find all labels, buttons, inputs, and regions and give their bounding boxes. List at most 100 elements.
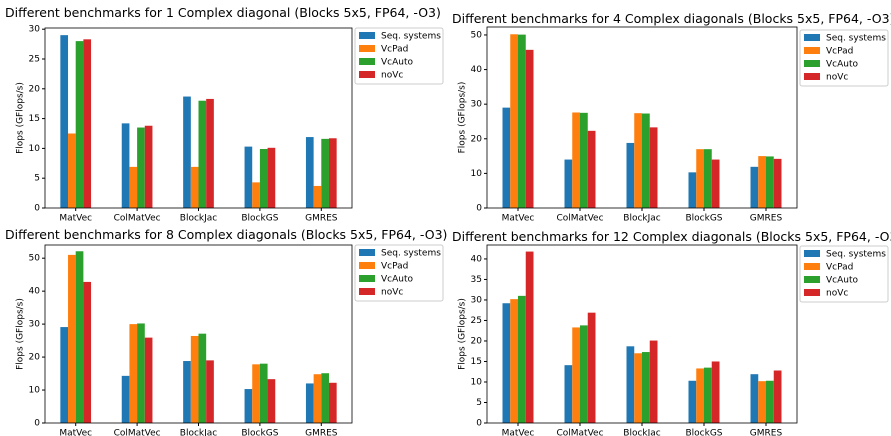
legend-label: VcAuto: [826, 60, 858, 70]
bar: [696, 149, 704, 208]
bar: [626, 346, 635, 423]
bar: [750, 374, 759, 423]
legend-swatch: [804, 73, 820, 80]
bar: [244, 389, 253, 423]
bar: [75, 41, 84, 209]
y-tick-label: 5: [476, 398, 482, 408]
bar: [321, 138, 329, 208]
chart-title: Different benchmarks for 8 Complex diago…: [5, 227, 447, 242]
chart: Different benchmarks for 4 Complex diago…: [452, 11, 891, 224]
bar: [198, 333, 207, 423]
y-tick-label: 0: [476, 204, 482, 214]
legend-box: [799, 29, 889, 87]
bar: [206, 98, 214, 208]
bar: [525, 49, 534, 208]
y-axis-label: Flops (GFlops/s): [16, 298, 26, 370]
legend-label: noVc: [381, 288, 403, 298]
x-tick-label: BlockGS: [241, 429, 278, 436]
legend-swatch: [359, 249, 375, 256]
y-tick-label: 25: [29, 54, 40, 64]
bar: [190, 335, 199, 423]
axes-frame: [486, 26, 798, 209]
bar: [206, 360, 214, 423]
y-tick-label: 25: [471, 316, 482, 326]
bar: [328, 382, 337, 423]
y-axis-label: Flops (GFlops/s): [458, 298, 468, 370]
bar: [129, 324, 138, 423]
x-tick-label: BlockJac: [180, 429, 218, 436]
y-tick-label: 20: [29, 353, 41, 363]
bar: [183, 96, 191, 208]
legend-swatch: [359, 58, 375, 65]
x-tick-label: ColMatVec: [114, 214, 161, 224]
y-tick-label: 30: [29, 25, 41, 35]
legend-label: Seq. systems: [381, 32, 441, 42]
x-tick-label: MatVec: [502, 429, 535, 436]
y-tick-label: 5: [34, 174, 40, 184]
chart: Different benchmarks for 12 Complex diag…: [452, 229, 891, 436]
legend-label: VcAuto: [381, 58, 413, 68]
y-tick-label: 50: [29, 254, 41, 264]
bar: [564, 365, 573, 423]
bar: [267, 147, 276, 208]
bar: [766, 156, 774, 208]
y-tick-label: 0: [476, 419, 482, 429]
legend-label: VcPad: [381, 262, 408, 272]
bar: [711, 159, 720, 208]
bar: [183, 361, 191, 423]
legend-swatch: [804, 250, 820, 257]
x-tick-label: BlockGS: [685, 214, 722, 224]
bar: [518, 295, 526, 423]
bar: [198, 100, 207, 208]
x-tick-label: ColMatVec: [114, 429, 161, 436]
bar: [688, 172, 697, 208]
bar: [244, 146, 253, 208]
y-tick-label: 40: [471, 65, 483, 75]
x-tick-label: GMRES: [305, 214, 338, 224]
bar: [525, 251, 534, 423]
bar: [704, 367, 712, 423]
bar: [137, 323, 145, 423]
legend-label: VcPad: [826, 263, 853, 273]
x-tick-label: BlockJac: [623, 214, 661, 224]
bar: [321, 373, 329, 423]
x-tick-label: ColMatVec: [556, 214, 603, 224]
legend-label: VcPad: [826, 47, 853, 57]
bar: [305, 383, 314, 423]
bar: [750, 166, 759, 208]
bar: [190, 166, 199, 208]
x-tick-label: MatVec: [59, 429, 92, 436]
bar: [121, 375, 130, 423]
y-tick-label: 10: [29, 386, 41, 396]
legend-label: Seq. systems: [826, 34, 886, 44]
y-tick-label: 30: [29, 320, 41, 330]
y-tick-label: 20: [471, 134, 483, 144]
bar: [510, 299, 518, 423]
legend-box: [799, 245, 889, 303]
bar: [580, 112, 588, 208]
legend-swatch: [359, 71, 375, 78]
legend-swatch: [804, 34, 820, 41]
bar: [758, 156, 766, 208]
legend-swatch: [804, 60, 820, 67]
bar: [129, 166, 138, 208]
bar: [60, 327, 69, 423]
bar: [572, 112, 580, 208]
bar: [642, 113, 650, 208]
y-tick-label: 0: [34, 204, 40, 214]
bar: [688, 380, 697, 423]
y-axis-label: Flops (GFlops/s): [458, 82, 468, 154]
y-tick-label: 15: [29, 114, 40, 124]
legend-swatch: [804, 47, 820, 54]
x-tick-label: BlockGS: [685, 429, 722, 436]
bar: [587, 130, 596, 208]
bar: [313, 374, 322, 423]
bar: [305, 137, 314, 208]
bar: [649, 127, 658, 208]
x-tick-label: MatVec: [502, 214, 535, 224]
y-tick-label: 35: [471, 275, 482, 285]
bar: [83, 281, 92, 423]
x-tick-label: BlockJac: [180, 214, 218, 224]
x-tick-label: MatVec: [59, 214, 92, 224]
